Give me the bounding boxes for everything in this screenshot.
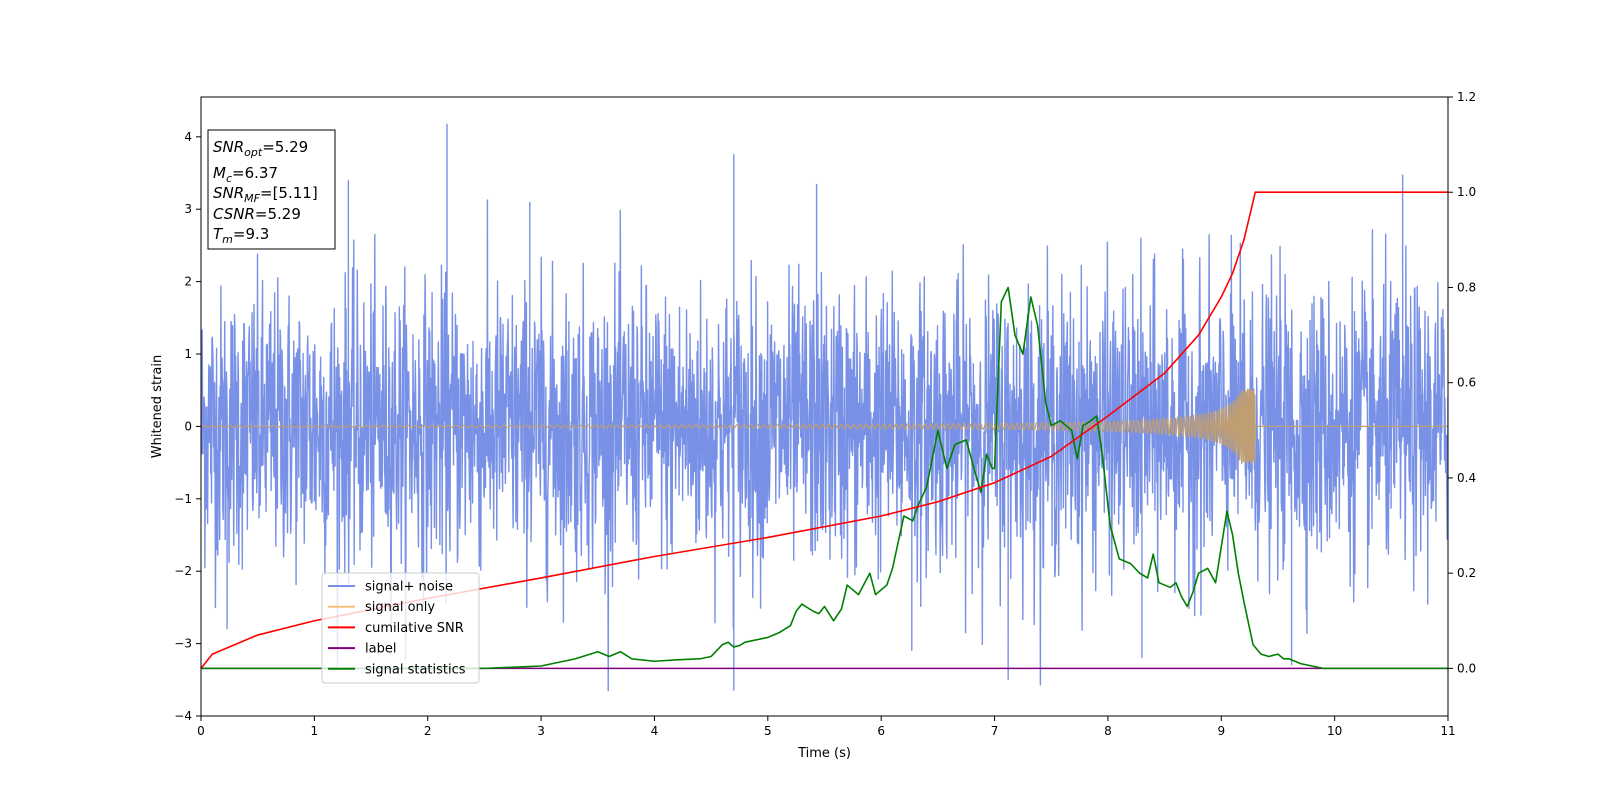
y-left-tick-label: −1 [174, 492, 192, 506]
y-right-tick-label: 0.2 [1457, 566, 1476, 580]
legend-label: cumilative SNR [365, 621, 464, 636]
x-tick-label: 5 [764, 724, 772, 738]
x-tick-label: 11 [1440, 724, 1455, 738]
legend-frame [321, 572, 480, 684]
x-tick-label: 6 [877, 724, 885, 738]
info-csnr: CSNR=5.29 [213, 205, 301, 223]
x-tick-label: 9 [1217, 724, 1225, 738]
legend-label: signal statistics [365, 662, 466, 677]
y-left-tick-label: −4 [174, 709, 192, 723]
legend-label: label [365, 642, 396, 657]
y-left-tick-label: −2 [174, 564, 192, 578]
y-left-tick-label: 4 [184, 130, 192, 144]
y-right-tick-label: 0.0 [1457, 661, 1476, 675]
series-signal-noise [201, 123, 1448, 692]
info-box: SNRopt=5.29 Mc=6.37 SNRMF=[5.11] CSNR=5.… [207, 129, 336, 250]
x-tick-label: 2 [424, 724, 432, 738]
x-tick-label: 1 [311, 724, 319, 738]
x-tick-label: 3 [537, 724, 545, 738]
info-snr-opt: SNRopt=5.29 [213, 138, 308, 159]
info-box-frame [207, 129, 336, 250]
y-right-tick-label: 1.0 [1457, 185, 1476, 199]
y-left-tick-label: −3 [174, 637, 192, 651]
y-axis-label: Whitened strain [150, 355, 165, 458]
y-right-tick-label: 0.4 [1457, 471, 1476, 485]
x-tick-label: 0 [197, 724, 205, 738]
x-tick-label: 8 [1104, 724, 1112, 738]
legend: signal+ noise signal only cumilative SNR la… [321, 572, 480, 684]
y-right-tick-label: 0.8 [1457, 280, 1476, 294]
series-signal-only [201, 388, 1448, 465]
legend-label: signal+ noise [365, 580, 453, 595]
y-right-tick-label: 1.2 [1457, 90, 1476, 104]
x-axis-label: Time (s) [797, 746, 851, 761]
x-tick-label: 10 [1327, 724, 1342, 738]
y-left-tick-label: 0 [184, 419, 192, 433]
y-left-tick-label: 2 [184, 275, 192, 289]
info-tm: Tm=9.3 [213, 225, 269, 246]
x-tick-label: 7 [991, 724, 999, 738]
axes-layer: 0 1 2 3 4 5 6 7 8 9 10 11 −4 −3 −2 −1 0 1 2 3 4 0.0 0.2 0.4 0.6 0… [174, 90, 1476, 738]
plot-frame [200, 96, 1449, 717]
y-right-tick-label: 0.6 [1457, 376, 1476, 390]
info-snr-mf: SNRMF=[5.11] [213, 184, 318, 205]
legend-label: signal only [365, 600, 435, 615]
y-left-tick-label: 3 [184, 202, 192, 216]
x-tick-label: 4 [651, 724, 659, 738]
y-left-tick-label: 1 [184, 347, 192, 361]
series-signal-statistics [201, 286, 1448, 670]
info-mc: Mc=6.37 [213, 164, 278, 185]
